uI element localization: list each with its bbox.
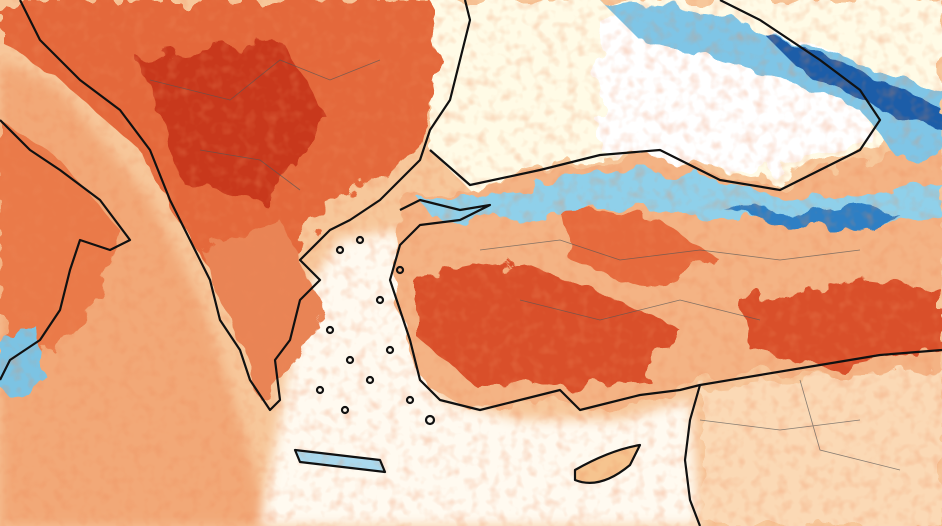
aegean-islands bbox=[315, 235, 436, 426]
coastline-cyprus bbox=[573, 443, 642, 484]
coastline-crete bbox=[293, 448, 387, 474]
coastline-balkans bbox=[19, 0, 472, 412]
coastline-turkey bbox=[388, 198, 942, 412]
coastline-levant bbox=[683, 384, 702, 526]
coastline-italy bbox=[0, 119, 132, 381]
borders bbox=[149, 59, 901, 471]
coastline-black-sea bbox=[429, 0, 882, 192]
